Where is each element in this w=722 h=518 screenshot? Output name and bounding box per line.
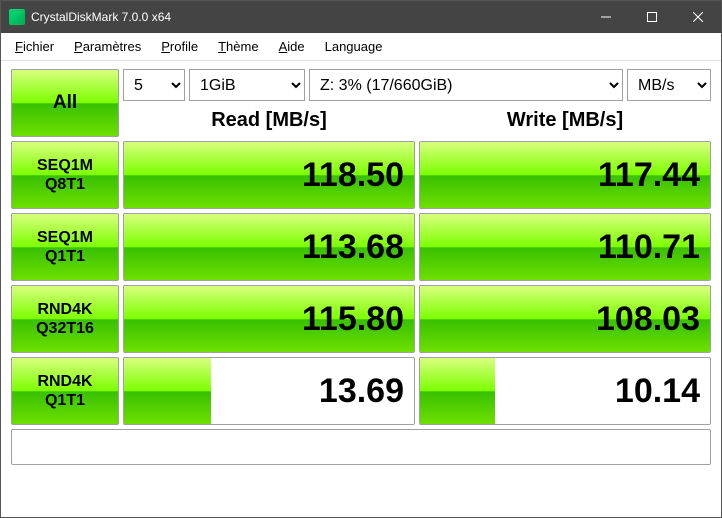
write-cell: 117.44 <box>419 141 711 209</box>
app-icon <box>9 9 25 25</box>
run-all-button[interactable]: All <box>11 69 119 137</box>
drive-select[interactable]: Z: 3% (17/660GiB) <box>309 69 623 101</box>
test-row: SEQ1MQ1T1 113.68 110.71 <box>11 213 711 281</box>
menu-aide[interactable]: Aide <box>269 37 315 56</box>
write-cell: 110.71 <box>419 213 711 281</box>
menu-parametres[interactable]: Paramètres <box>64 37 151 56</box>
titlebar: CrystalDiskMark 7.0.0 x64 <box>1 1 721 33</box>
write-value: 117.44 <box>420 142 710 208</box>
write-value: 10.14 <box>420 358 710 424</box>
menu-theme[interactable]: Thème <box>208 37 268 56</box>
test-row: RND4KQ1T1 13.69 10.14 <box>11 357 711 425</box>
top-row: All 5 1GiB Z: 3% (17/660GiB) MB/s Read [… <box>11 69 711 137</box>
minimize-button[interactable] <box>583 1 629 33</box>
read-cell: 113.68 <box>123 213 415 281</box>
menu-profile[interactable]: Profile <box>151 37 208 56</box>
write-header: Write [MB/s] <box>419 103 711 137</box>
test-count-select[interactable]: 5 <box>123 69 185 101</box>
read-value: 118.50 <box>124 142 414 208</box>
test-button-rnd4k-q1t1[interactable]: RND4KQ1T1 <box>11 357 119 425</box>
read-value: 115.80 <box>124 286 414 352</box>
app-window: CrystalDiskMark 7.0.0 x64 Fichier Paramè… <box>0 0 722 518</box>
menu-fichier[interactable]: Fichier <box>5 37 64 56</box>
test-row: RND4KQ32T16 115.80 108.03 <box>11 285 711 353</box>
read-cell: 13.69 <box>123 357 415 425</box>
top-right: 5 1GiB Z: 3% (17/660GiB) MB/s Read [MB/s… <box>123 69 711 137</box>
window-controls <box>583 1 721 33</box>
read-cell: 118.50 <box>123 141 415 209</box>
write-value: 110.71 <box>420 214 710 280</box>
test-button-seq1m-q8t1[interactable]: SEQ1MQ8T1 <box>11 141 119 209</box>
menu-language[interactable]: Language <box>315 37 393 56</box>
content-area: All 5 1GiB Z: 3% (17/660GiB) MB/s Read [… <box>1 61 721 517</box>
read-header: Read [MB/s] <box>123 103 415 137</box>
test-button-seq1m-q1t1[interactable]: SEQ1MQ1T1 <box>11 213 119 281</box>
column-headers: Read [MB/s] Write [MB/s] <box>123 103 711 137</box>
test-size-select[interactable]: 1GiB <box>189 69 305 101</box>
read-value: 113.68 <box>124 214 414 280</box>
maximize-button[interactable] <box>629 1 675 33</box>
read-cell: 115.80 <box>123 285 415 353</box>
test-button-rnd4k-q32t16[interactable]: RND4KQ32T16 <box>11 285 119 353</box>
read-value: 13.69 <box>124 358 414 424</box>
selects-row: 5 1GiB Z: 3% (17/660GiB) MB/s <box>123 69 711 101</box>
window-title: CrystalDiskMark 7.0.0 x64 <box>31 10 583 24</box>
menubar: Fichier Paramètres Profile Thème Aide La… <box>1 33 721 61</box>
write-cell: 108.03 <box>419 285 711 353</box>
status-bar <box>11 429 711 465</box>
write-cell: 10.14 <box>419 357 711 425</box>
test-row: SEQ1MQ8T1 118.50 117.44 <box>11 141 711 209</box>
write-value: 108.03 <box>420 286 710 352</box>
close-button[interactable] <box>675 1 721 33</box>
unit-select[interactable]: MB/s <box>627 69 711 101</box>
